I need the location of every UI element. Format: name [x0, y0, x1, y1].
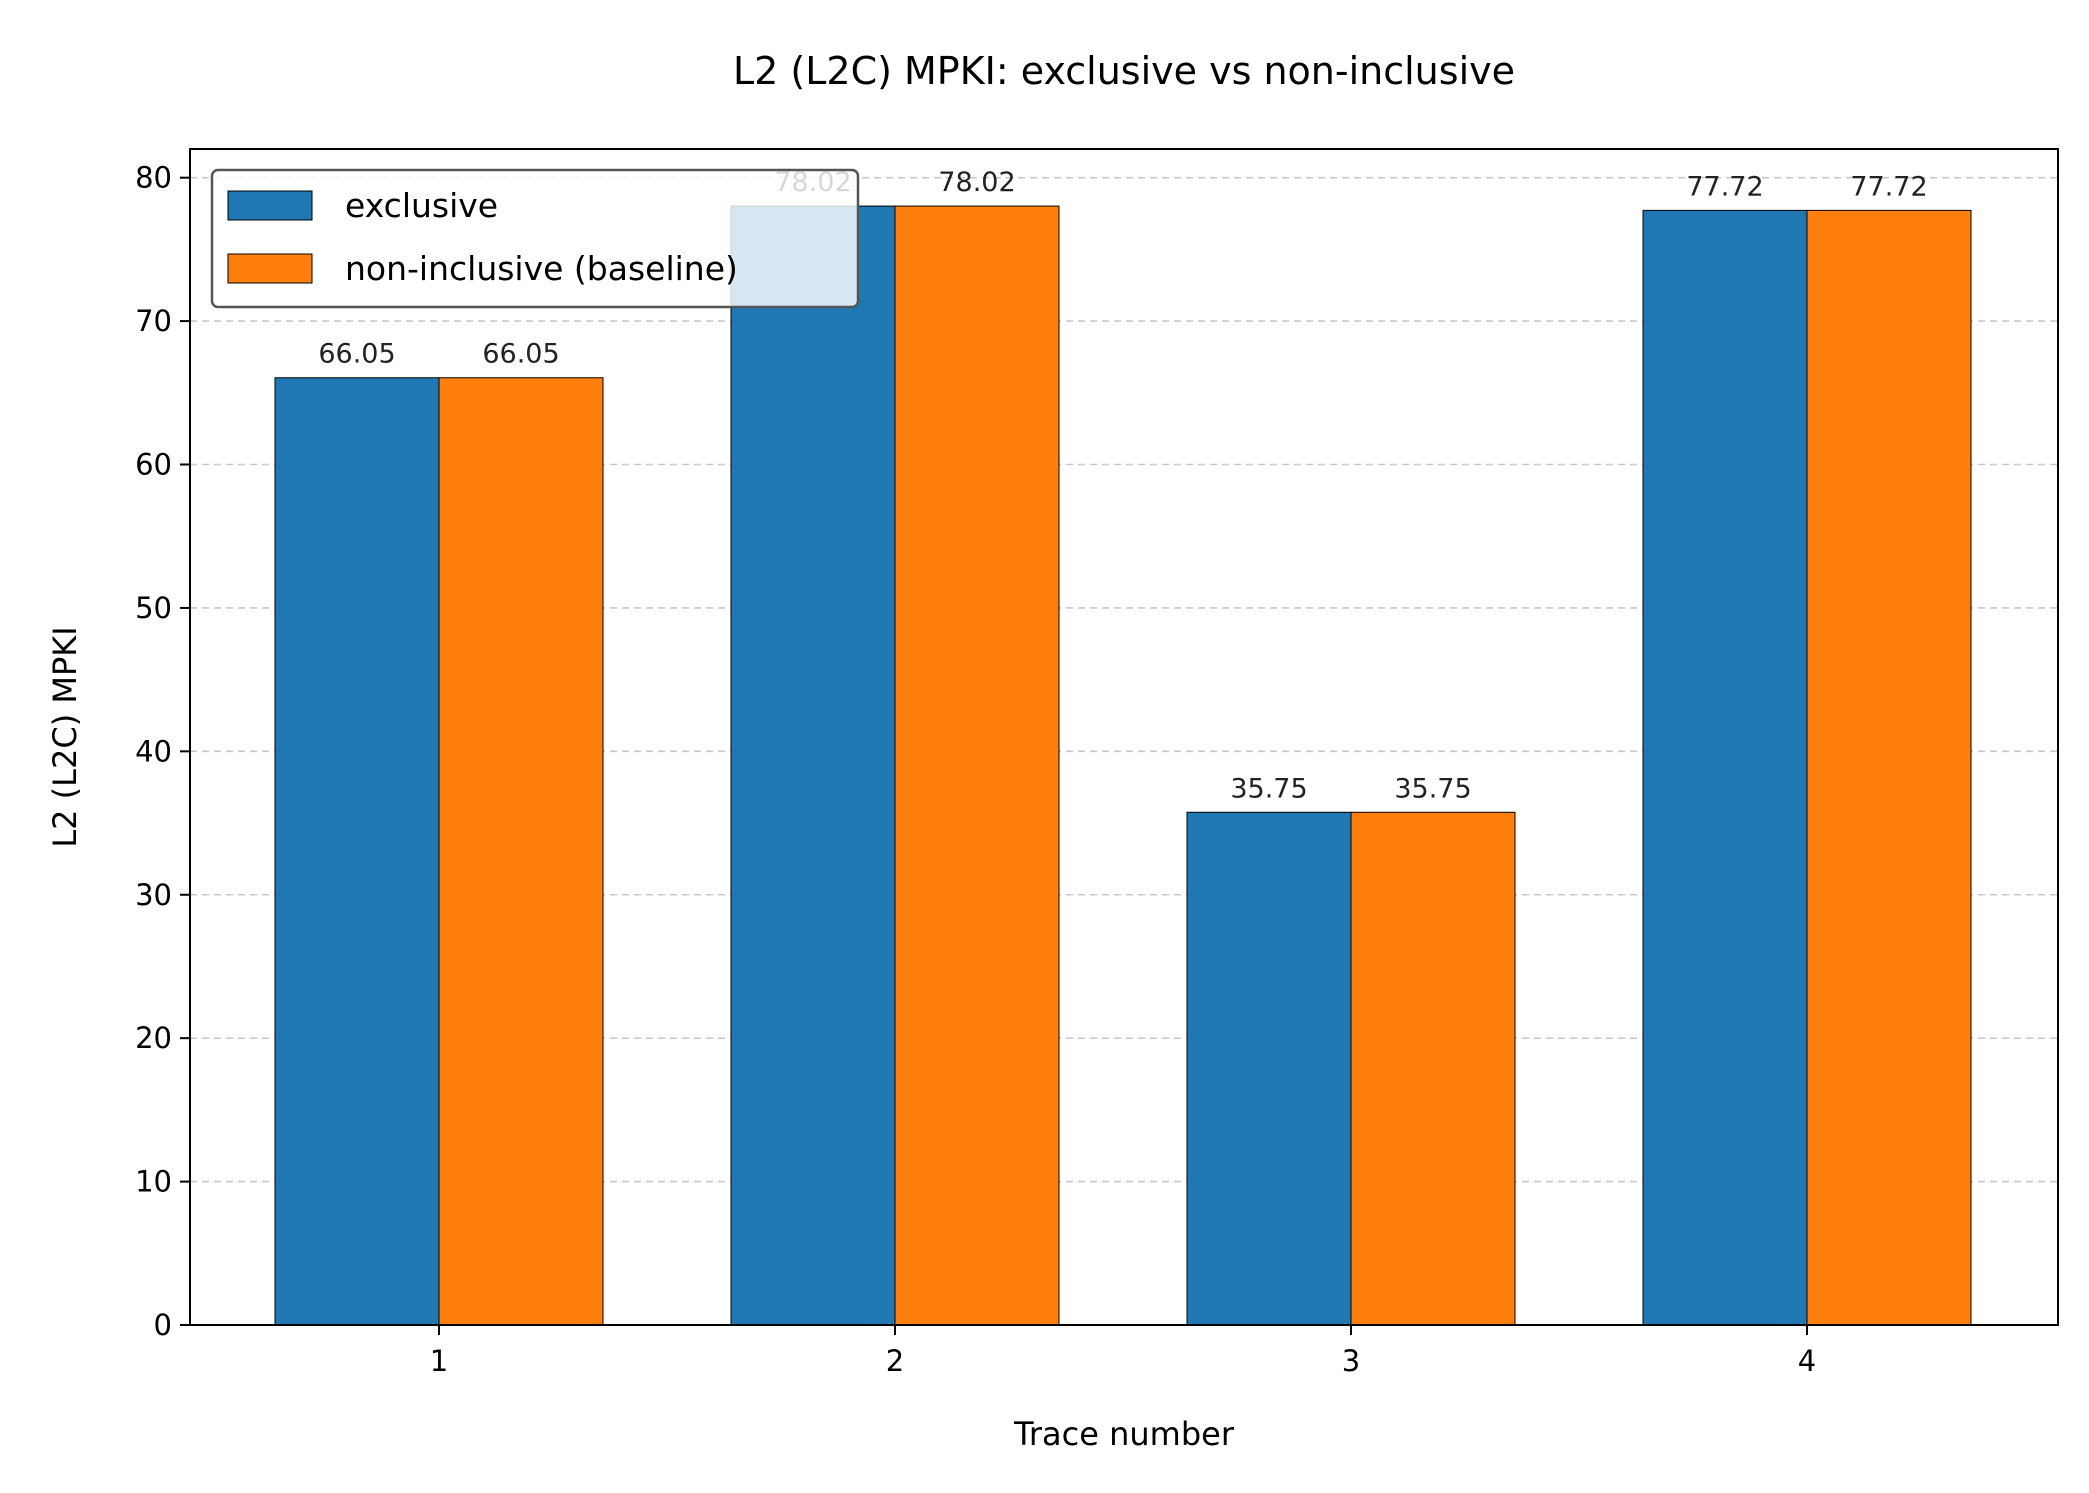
value-label-exclusive-trace-4: 77.72	[1686, 171, 1763, 202]
x-tick-label: 4	[1798, 1344, 1816, 1378]
legend-swatch-non-inclusive	[227, 253, 313, 284]
y-tick-label: 30	[135, 878, 172, 912]
legend-box	[210, 168, 860, 309]
value-label-exclusive-trace-3: 35.75	[1230, 773, 1307, 804]
y-axis-label: L2 (L2C) MPKI	[46, 626, 84, 847]
y-tick-label: 60	[135, 448, 172, 482]
value-label-non-inclusive-trace-2: 78.02	[938, 167, 1015, 198]
legend-swatch-exclusive	[227, 190, 313, 221]
legend: exclusive non-inclusive (baseline)	[210, 168, 860, 309]
y-tick-label: 20	[135, 1021, 172, 1055]
x-axis-label: Trace number	[1013, 1415, 1235, 1453]
bars	[274, 205, 1972, 1326]
x-tick-label: 1	[430, 1344, 448, 1378]
value-label-non-inclusive-trace-3: 35.75	[1394, 773, 1471, 804]
y-tick-label: 10	[135, 1165, 172, 1199]
bar-non-inclusive-trace-3	[1350, 811, 1516, 1326]
x-tick-label: 3	[1342, 1344, 1360, 1378]
y-tick-label: 0	[154, 1308, 172, 1342]
bar-exclusive-trace-3	[1186, 811, 1352, 1326]
plot-frame	[189, 148, 2059, 1326]
bar-non-inclusive-trace-2	[894, 205, 1060, 1326]
y-tick-label: 50	[135, 591, 172, 625]
value-label-exclusive-trace-1: 66.05	[318, 339, 395, 370]
y-tick-label: 40	[135, 734, 172, 768]
bar-non-inclusive-trace-4	[1806, 209, 1972, 1326]
value-label-non-inclusive-trace-1: 66.05	[482, 339, 559, 370]
bar-non-inclusive-trace-1	[438, 377, 604, 1326]
legend-label-exclusive: exclusive	[345, 186, 498, 225]
bar-exclusive-trace-2	[730, 205, 896, 1326]
legend-label-non-inclusive: non-inclusive (baseline)	[345, 249, 738, 288]
bar-exclusive-trace-1	[274, 377, 440, 1326]
x-axis-ticks: 1 2 3 4	[430, 1325, 1816, 1378]
chart-title: L2 (L2C) MPKI: exclusive vs non-inclusiv…	[733, 49, 1515, 93]
y-axis-ticks: 0 10 20 30 40 50 60 70 80	[135, 161, 190, 1342]
y-tick-label: 80	[135, 161, 172, 195]
value-label-non-inclusive-trace-4: 77.72	[1850, 171, 1927, 202]
y-tick-label: 70	[135, 304, 172, 338]
bar-exclusive-trace-4	[1642, 209, 1808, 1326]
x-tick-label: 2	[886, 1344, 904, 1378]
